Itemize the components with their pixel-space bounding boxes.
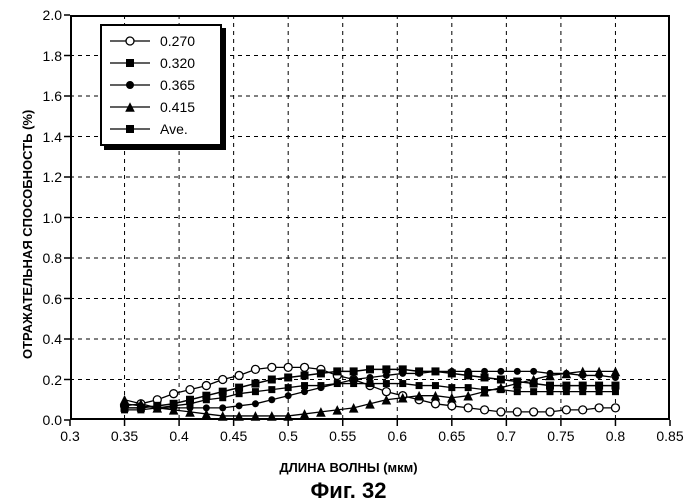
- y-tick-label: 1.2: [32, 169, 62, 185]
- legend-swatch: [108, 56, 152, 70]
- legend-entry: 0.320: [108, 52, 214, 74]
- y-tick-label: 1.6: [32, 88, 62, 104]
- x-tick-label: 0.4: [169, 428, 188, 444]
- x-tick-label: 0.5: [278, 428, 297, 444]
- x-tick-label: 0.65: [438, 428, 465, 444]
- legend: 0.270 0.320 0.365 0.415 Ave.: [100, 24, 222, 146]
- legend-swatch: [108, 34, 152, 48]
- x-tick-label: 0.7: [497, 428, 516, 444]
- legend-entry: 0.270: [108, 30, 214, 52]
- x-tick-label: 0.8: [606, 428, 625, 444]
- x-tick-label: 0.55: [329, 428, 356, 444]
- legend-swatch: [108, 78, 152, 92]
- y-tick-label: 1.8: [32, 48, 62, 64]
- x-tick-label: 0.85: [656, 428, 683, 444]
- y-tick-label: 0.6: [32, 291, 62, 307]
- x-tick-label: 0.3: [60, 428, 79, 444]
- legend-swatch: [108, 122, 152, 136]
- legend-label: 0.270: [160, 33, 195, 49]
- y-tick-label: 2.0: [32, 7, 62, 23]
- y-tick-label: 0.2: [32, 372, 62, 388]
- y-tick-label: 0.0: [32, 412, 62, 428]
- x-tick-label: 0.45: [220, 428, 247, 444]
- legend-entry: 0.365: [108, 74, 214, 96]
- y-tick-label: 0.4: [32, 331, 62, 347]
- x-tick-label: 0.6: [388, 428, 407, 444]
- legend-label: 0.320: [160, 55, 195, 71]
- x-tick-label: 0.75: [547, 428, 574, 444]
- legend-swatch: [108, 100, 152, 114]
- legend-entry: Ave.: [108, 118, 214, 140]
- legend-label: 0.365: [160, 77, 195, 93]
- y-tick-label: 0.8: [32, 250, 62, 266]
- x-tick-label: 0.35: [111, 428, 138, 444]
- chart-container: ОТРАЖАТЕЛЬНАЯ СПОСОБНОСТЬ (%) ДЛИНА ВОЛН…: [0, 0, 697, 500]
- legend-label: Ave.: [160, 121, 188, 137]
- y-tick-label: 1.0: [32, 210, 62, 226]
- legend-label: 0.415: [160, 99, 195, 115]
- y-tick-label: 1.4: [32, 129, 62, 145]
- legend-entry: 0.415: [108, 96, 214, 118]
